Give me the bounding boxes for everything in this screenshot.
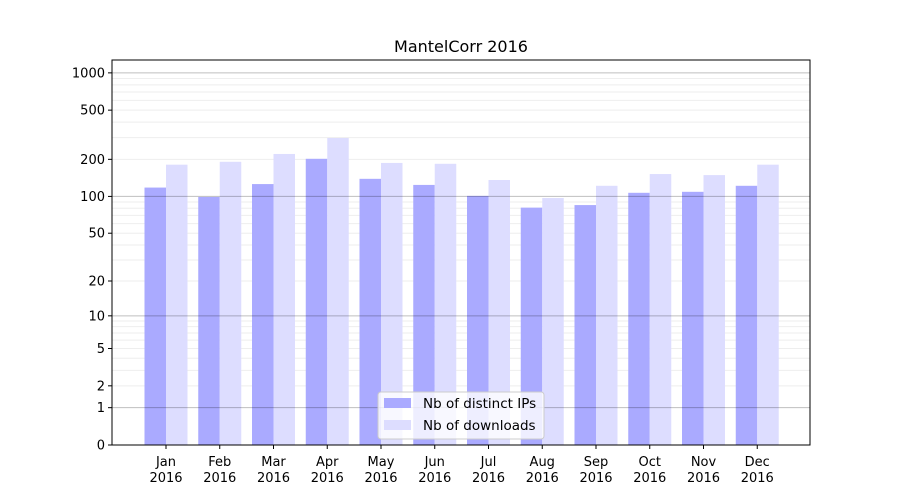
y-tick-label: 0: [97, 439, 105, 454]
bar-downloads: [542, 198, 564, 445]
x-tick-label: Feb 2016: [203, 455, 236, 486]
bars: [144, 137, 779, 446]
y-tick-label: 2: [97, 379, 105, 394]
x-tick-label: Oct 2016: [633, 455, 666, 486]
bar-downloads: [703, 175, 725, 445]
x-tick-label: Aug 2016: [526, 455, 559, 486]
bar-distinct-ips: [413, 184, 435, 445]
bar-downloads: [757, 164, 779, 445]
legend-label-distinct-ips: Nb of distinct IPs: [423, 396, 536, 412]
x-tick-label: Nov 2016: [687, 455, 720, 486]
bar-distinct-ips: [574, 205, 596, 445]
bar-downloads: [434, 163, 457, 445]
y-tick-label: 5: [97, 342, 105, 357]
legend-swatch-downloads: [384, 420, 411, 430]
bar-distinct-ips: [359, 178, 381, 446]
legend: Nb of distinct IPs Nb of downloads: [377, 391, 545, 440]
y-tick-label: 100: [80, 190, 105, 205]
bar-downloads: [649, 174, 672, 445]
legend-box: [377, 391, 545, 440]
bar-downloads: [273, 153, 295, 446]
bar-distinct-ips: [198, 196, 220, 445]
x-tick-label: May 2016: [364, 455, 397, 486]
y-tick-label: 50: [88, 227, 105, 242]
y-tick-label: 10: [88, 309, 105, 324]
x-tick-label: Jul 2016: [472, 455, 505, 486]
bar-distinct-ips: [682, 191, 704, 445]
legend-swatch-distinct-ips: [384, 398, 411, 408]
bar-downloads: [327, 137, 349, 445]
bar-distinct-ips: [252, 184, 274, 446]
bar-downloads: [488, 179, 510, 445]
x-axis: Jan 2016 Feb 2016 Mar 2016 Apr 2016 May 2016 Jun 20…: [149, 445, 774, 486]
x-tick-label: Dec 2016: [741, 455, 774, 486]
bar-distinct-ips: [305, 158, 328, 446]
bar-distinct-ips: [735, 185, 758, 446]
y-tick-label: 1000: [72, 66, 105, 81]
y-tick-label: 1: [97, 401, 105, 416]
x-tick-label: Jun 2016: [418, 455, 451, 486]
y-tick-label: 200: [80, 153, 105, 168]
bar-downloads: [596, 185, 618, 446]
x-tick-label: Jan 2016: [149, 455, 182, 486]
x-tick-label: Mar 2016: [257, 455, 290, 486]
y-tick-label: 500: [80, 104, 105, 119]
bar-distinct-ips: [628, 192, 650, 445]
legend-label-downloads: Nb of downloads: [423, 418, 536, 434]
bar-downloads: [381, 162, 403, 445]
chart-title: MantelCorr 2016: [394, 37, 528, 56]
bar-downloads: [219, 161, 242, 445]
y-axis: 0 1 2 5 10 20 50 100 200 500 1000: [72, 66, 112, 454]
bar-distinct-ips: [520, 207, 543, 445]
bar-distinct-ips: [467, 195, 489, 445]
bar-downloads: [166, 164, 188, 445]
bar-distinct-ips: [144, 187, 166, 445]
y-tick-label: 20: [88, 275, 105, 290]
x-tick-label: Apr 2016: [311, 455, 344, 486]
x-tick-label: Sep 2016: [579, 455, 612, 486]
plot-frame: [111, 59, 811, 446]
